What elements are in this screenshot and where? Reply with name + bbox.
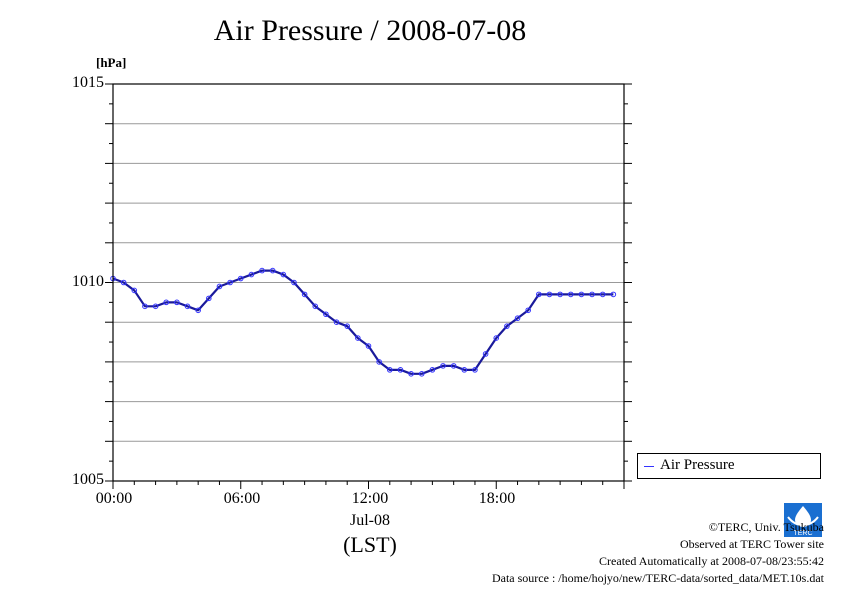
data-point	[163, 299, 170, 306]
data-point	[408, 371, 414, 377]
y-tick-label: 1015	[72, 74, 104, 91]
legend: Air Pressure	[637, 453, 821, 479]
credit-source: Data source : /home/hojyo/new/TERC-data/…	[491, 571, 824, 585]
data-point	[248, 271, 255, 278]
data-point	[206, 295, 212, 302]
data-point	[291, 279, 297, 286]
y-axis-unit: [hPa]	[96, 55, 127, 70]
data-point	[493, 335, 500, 341]
data-point	[237, 275, 244, 282]
data-point	[504, 323, 510, 329]
series-marks	[110, 267, 617, 377]
data-point	[589, 291, 595, 298]
data-point	[174, 299, 180, 306]
data-point	[567, 291, 574, 298]
credit-copyright: ©TERC, Univ. Tsukuba	[708, 520, 824, 534]
data-point	[142, 303, 148, 310]
data-point	[461, 367, 468, 373]
data-point	[599, 291, 606, 298]
data-point	[440, 363, 446, 369]
data-point	[610, 291, 617, 298]
data-point	[429, 367, 436, 373]
data-point	[216, 283, 223, 290]
data-point	[269, 267, 276, 274]
data-point	[450, 363, 457, 369]
data-point	[333, 319, 340, 326]
data-point	[301, 291, 308, 298]
data-point	[525, 307, 531, 314]
y-tick-label: 1010	[72, 273, 104, 290]
legend-label: Air Pressure	[660, 457, 735, 473]
data-point	[312, 303, 319, 310]
data-point	[280, 271, 287, 278]
data-point	[536, 291, 542, 298]
data-point	[376, 359, 382, 365]
data-point	[152, 303, 159, 310]
data-point	[131, 287, 138, 294]
data-point	[557, 291, 563, 298]
data-point	[386, 367, 393, 373]
credit-observed: Observed at TERC Tower site	[679, 537, 824, 551]
data-point	[184, 303, 191, 310]
data-point	[259, 267, 265, 274]
terc-logo-icon: TERC	[784, 503, 822, 537]
x-tick-label: 12:00	[351, 490, 389, 507]
data-point	[397, 367, 404, 373]
data-point	[418, 371, 425, 377]
chart-title: Air Pressure / 2008-07-08	[213, 14, 527, 47]
data-point	[482, 351, 489, 357]
grid-lines	[113, 123, 624, 442]
x-tick-label: 18:00	[478, 490, 516, 507]
data-point	[323, 311, 329, 318]
x-axis-date: Jul-08	[350, 512, 390, 529]
data-point	[227, 279, 233, 286]
y-tick-label: 1005	[72, 471, 104, 488]
legend-swatch	[644, 466, 654, 467]
x-tick-label: 00:00	[95, 490, 133, 507]
axis-ticks	[105, 83, 632, 489]
logo-text: TERC	[793, 530, 812, 537]
data-point	[344, 323, 351, 329]
data-point	[120, 279, 127, 286]
data-point	[578, 291, 585, 298]
data-point	[546, 291, 553, 298]
data-point	[355, 335, 361, 341]
x-axis-label: (LST)	[343, 532, 397, 557]
credit-created: Created Automatically at 2008-07-08/23:5…	[599, 554, 824, 568]
data-point	[514, 315, 521, 322]
data-point	[195, 307, 201, 314]
data-point	[365, 343, 372, 349]
data-point	[472, 367, 478, 373]
x-tick-label: 06:00	[223, 490, 261, 507]
